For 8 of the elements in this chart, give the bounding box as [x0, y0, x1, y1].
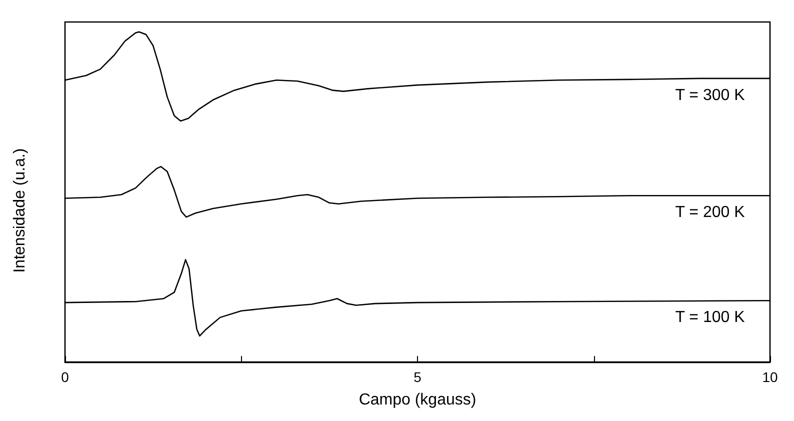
series-label: T = 200 K	[675, 204, 746, 222]
x-tick-label: 10	[762, 369, 778, 385]
x-tick-label: 5	[414, 369, 422, 385]
x-axis-title: Campo (kgauss)	[358, 392, 476, 408]
series-label: T = 100 K	[675, 309, 746, 326]
x-tick-label: 0	[61, 369, 70, 385]
y-axis-title: Intensidade (u.a.)	[12, 148, 28, 273]
series-label: T = 300 K	[675, 86, 746, 104]
